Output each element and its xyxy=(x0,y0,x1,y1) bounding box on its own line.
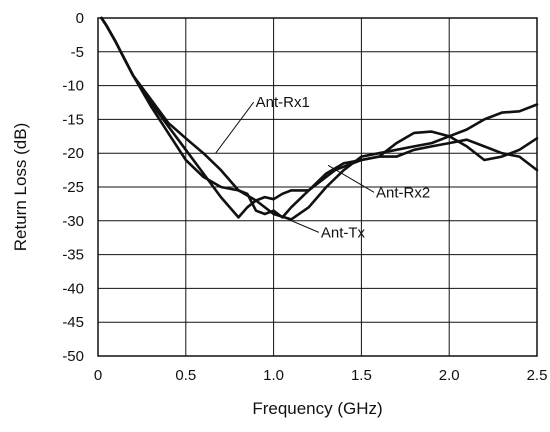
x-tick-label: 1.0 xyxy=(263,367,284,384)
y-tick-label: -45 xyxy=(62,314,84,331)
y-tick-label: -15 xyxy=(62,111,84,128)
y-tick-label: -5 xyxy=(71,44,84,61)
series-lines xyxy=(100,16,539,221)
y-tick-label: -40 xyxy=(62,280,84,297)
annotation-ant-tx: Ant-Tx xyxy=(321,224,366,241)
y-tick-label: -30 xyxy=(62,213,84,230)
annotation-ant-rx2: Ant-Rx2 xyxy=(376,184,430,201)
x-tick-label: 2.0 xyxy=(439,367,460,384)
y-axis-title: Return Loss (dB) xyxy=(11,123,30,252)
series-annotations: Ant-Rx1 Ant-Rx2 Ant-Tx xyxy=(215,94,430,241)
gridlines xyxy=(97,17,538,357)
leader-line-ant-rx2 xyxy=(327,164,375,193)
x-tick-label: 2.5 xyxy=(527,367,548,384)
x-tick-label: 1.5 xyxy=(351,367,372,384)
series-line-ant-rx1 xyxy=(100,16,539,221)
y-tick-label: 0 xyxy=(76,10,84,27)
x-tick-labels: 0 0.5 1.0 1.5 2.0 2.5 xyxy=(94,367,548,384)
series-line-ant-rx2 xyxy=(100,16,539,219)
y-tick-label: -35 xyxy=(62,247,84,264)
y-tick-label: -10 xyxy=(62,78,84,95)
y-tick-label: -50 xyxy=(62,348,84,365)
y-tick-label: -20 xyxy=(62,145,84,162)
y-tick-labels: 0 -5 -10 -15 -20 -25 -30 -35 -40 -45 -50 xyxy=(62,10,84,365)
x-tick-label: 0.5 xyxy=(175,367,196,384)
leader-line-ant-rx1 xyxy=(215,101,255,154)
x-tick-label: 0 xyxy=(94,367,102,384)
plot-frame xyxy=(97,17,538,357)
annotation-ant-rx1: Ant-Rx1 xyxy=(256,94,310,111)
y-tick-label: -25 xyxy=(62,179,84,196)
leader-line-ant-tx xyxy=(278,214,320,233)
x-axis-title: Frequency (GHz) xyxy=(252,399,382,418)
